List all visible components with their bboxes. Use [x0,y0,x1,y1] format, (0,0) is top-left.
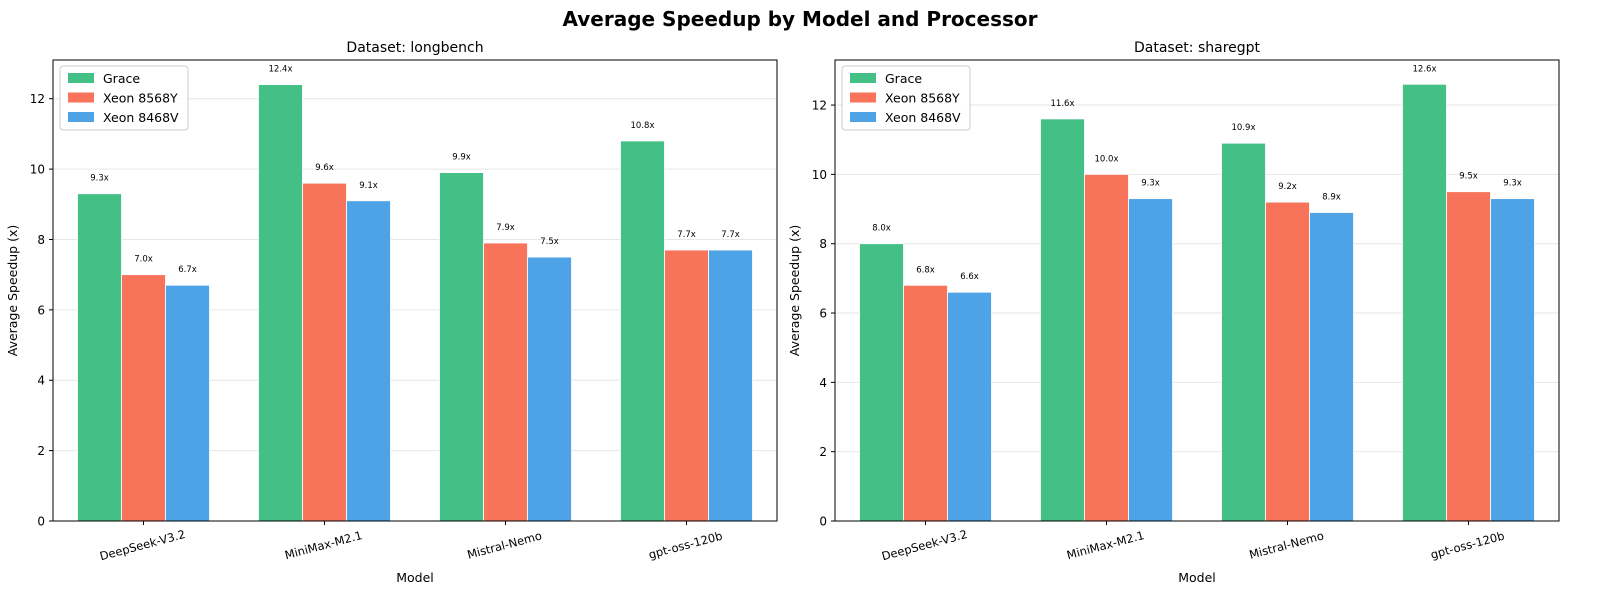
y-tick-label: 6 [819,307,827,321]
bar-xeon-8468v-mistral-nemo [1309,212,1354,522]
legend-label-xeon-8468v: Xeon 8468V [103,110,179,125]
legend-swatch-xeon-8568y [68,92,94,103]
data-label: 7.5x [540,237,559,247]
plot-frame [52,59,778,522]
data-label: 7.0x [134,255,153,265]
legend-label-grace: Grace [885,71,922,86]
bar-grace-deepseek-v3-2 [77,193,122,522]
data-label: 7.7x [721,230,740,240]
legend-swatch-xeon-8468v [68,112,94,122]
y-tick-label: 12 [812,99,827,113]
x-tick-label-minimax-m2-1: MiniMax-M2.1 [1065,528,1146,562]
y-tick-label: 10 [30,163,45,177]
bar-xeon-8568y-gpt-oss-120b [664,249,709,522]
data-label: 9.9x [452,153,471,163]
bar-xeon-8568y-deepseek-v3-2 [903,284,948,522]
data-label: 9.3x [90,174,109,184]
x-axis-label: Model [1178,570,1216,585]
y-tick-label: 2 [37,444,45,458]
bar-grace-deepseek-v3-2 [859,243,904,522]
bar-xeon-8568y-deepseek-v3-2 [121,274,166,522]
bar-grace-minimax-m2-1 [1040,118,1085,522]
data-label: 12.6x [1413,64,1437,74]
data-label: 8.9x [1322,193,1341,203]
data-label: 12.4x [269,65,293,75]
legend-swatch-grace [68,73,94,83]
y-tick-label: 12 [30,92,45,106]
x-tick-label-minimax-m2-1: MiniMax-M2.1 [283,528,364,562]
bar-grace-gpt-oss-120b [620,140,665,522]
panel-title: Dataset: sharegpt [1134,40,1261,56]
bar-grace-minimax-m2-1 [258,84,303,522]
x-tick-label-mistral-nemo: Mistral-Nemo [466,528,544,561]
legend-label-xeon-8568y: Xeon 8568Y [103,91,178,106]
data-label: 10.0x [1095,154,1119,164]
y-tick-label: 6 [37,303,45,317]
bar-xeon-8468v-deepseek-v3-2 [947,291,992,522]
data-label: 11.6x [1051,99,1075,109]
bar-grace-mistral-nemo [1221,142,1266,522]
legend-swatch-grace [850,73,876,83]
bar-xeon-8468v-deepseek-v3-2 [165,284,210,522]
x-tick-label-gpt-oss-120b: gpt-oss-120b [1429,529,1506,562]
panel-longbench: 9.3x 12.4x 9.9x 10.8x 7.0x 9.6x 7.9x 7.7x 6.7x 9.… [5,40,778,585]
bar-xeon-8568y-minimax-m2-1 [302,182,347,522]
data-label: 6.8x [916,265,935,275]
panel-title: Dataset: longbench [346,40,483,56]
legend-label-xeon-8468v: Xeon 8468V [885,110,961,125]
y-tick-label: 10 [812,168,827,182]
x-tick-label-mistral-nemo: Mistral-Nemo [1248,528,1326,561]
bar-xeon-8468v-minimax-m2-1 [346,200,391,522]
y-axis-label: Average Speedup (x) [787,225,802,356]
y-tick-label: 0 [37,515,45,529]
data-label: 10.9x [1232,123,1256,133]
plot-frame [834,59,1560,522]
data-label: 6.6x [960,272,979,282]
legend-swatch-xeon-8468v [850,112,876,122]
data-label: 9.3x [1503,179,1522,189]
bar-grace-gpt-oss-120b [1402,83,1447,522]
bar-xeon-8468v-gpt-oss-120b [708,249,753,522]
y-tick-label: 4 [37,374,45,388]
data-label: 10.8x [631,121,655,131]
bar-xeon-8468v-minimax-m2-1 [1128,198,1173,522]
data-label: 9.2x [1278,182,1297,192]
data-label: 7.9x [496,223,515,233]
data-label: 9.3x [1141,179,1160,189]
x-tick-label-deepseek-v3-2: DeepSeek-V3.2 [880,527,969,563]
bar-xeon-8568y-minimax-m2-1 [1084,173,1129,522]
y-tick-label: 0 [819,515,827,529]
bar-xeon-8468v-mistral-nemo [527,256,572,522]
y-axis-label: Average Speedup (x) [5,225,20,356]
legend: Grace Xeon 8568Y Xeon 8468V [841,65,971,131]
bar-grace-mistral-nemo [439,172,484,522]
y-tick-label: 2 [819,445,827,459]
data-label: 9.6x [315,163,334,173]
legend: Grace Xeon 8568Y Xeon 8468V [59,65,189,131]
x-tick-label-deepseek-v3-2: DeepSeek-V3.2 [98,527,187,563]
legend-label-xeon-8568y: Xeon 8568Y [885,91,960,106]
data-label: 9.1x [359,181,378,191]
y-tick-label: 4 [819,376,827,390]
y-tick-label: 8 [819,237,827,251]
y-tick-label: 8 [37,233,45,247]
data-label: 9.5x [1459,172,1478,182]
data-label: 8.0x [872,224,891,234]
legend-label-grace: Grace [103,71,140,86]
data-label: 7.7x [677,230,696,240]
x-axis-label: Model [396,570,434,585]
legend-swatch-xeon-8568y [850,92,876,103]
bar-xeon-8468v-gpt-oss-120b [1490,198,1535,522]
bar-xeon-8568y-mistral-nemo [1265,201,1310,522]
x-tick-label-gpt-oss-120b: gpt-oss-120b [647,529,724,562]
bar-xeon-8568y-gpt-oss-120b [1446,191,1491,522]
bar-xeon-8568y-mistral-nemo [483,242,528,522]
figure-title: Average Speedup by Model and Processor [562,7,1037,31]
panel-sharegpt: 8.0x 11.6x 10.9x 12.6x 6.8x 10.0x 9.2x 9.5x 6.6x… [787,40,1560,585]
data-label: 6.7x [178,265,197,275]
